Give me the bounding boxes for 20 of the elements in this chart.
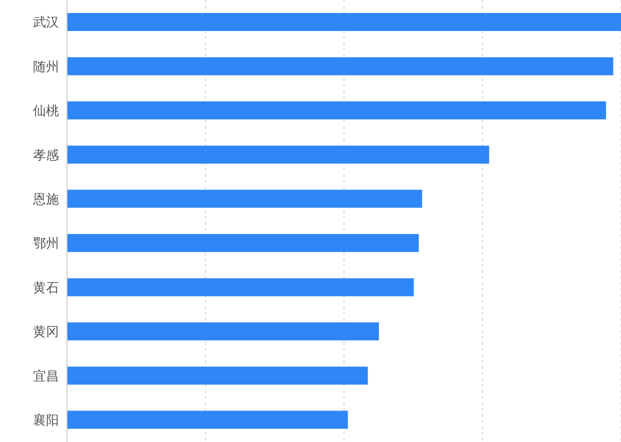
y-tick-label: 襄阳 — [33, 412, 59, 429]
y-tick-label: 仙桃 — [33, 104, 59, 120]
y-tick-label: 随州 — [33, 60, 59, 75]
bar — [67, 101, 606, 120]
bar — [67, 13, 621, 31]
bar — [67, 190, 422, 208]
bar — [67, 366, 368, 385]
bar — [67, 278, 414, 296]
y-tick-label: 武汉 — [33, 16, 59, 31]
y-tick-label: 鄂州 — [33, 236, 59, 252]
y-tick-label: 黄石 — [33, 280, 59, 296]
y-tick-label: 宜昌 — [33, 368, 59, 384]
bar — [67, 57, 614, 76]
bar — [67, 234, 419, 252]
bar — [67, 410, 348, 429]
bar — [67, 322, 379, 340]
y-tick-label: 恩施 — [32, 192, 59, 208]
y-tick-label: 黄冈 — [33, 325, 59, 340]
bar — [67, 146, 490, 164]
y-tick-label: 孝感 — [33, 148, 59, 164]
